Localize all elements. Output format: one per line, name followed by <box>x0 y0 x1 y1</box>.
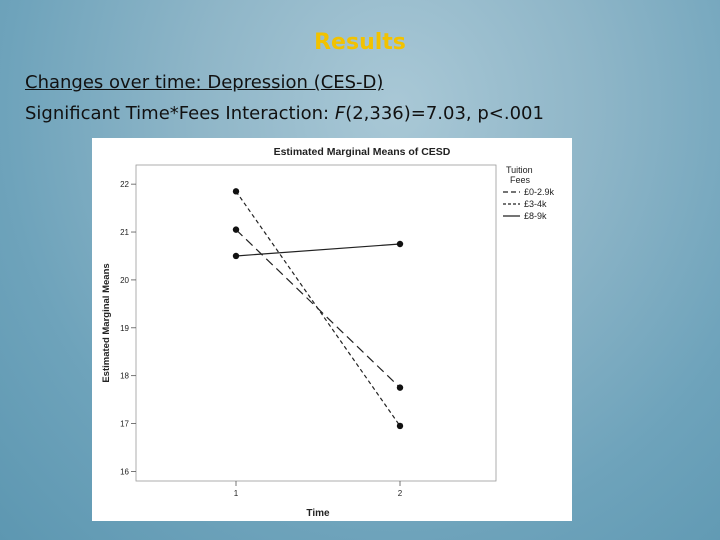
x-tick-label-0: 1 <box>234 489 239 498</box>
legend-title-line-1: Tuition <box>506 165 533 175</box>
chart-title: Estimated Marginal Means of CESD <box>274 146 451 158</box>
y-tick-label-4: 20 <box>120 276 129 285</box>
subtitle-line-2: Significant Time*Fees Interaction: F(2,3… <box>25 103 544 124</box>
axes: 16 17 18 19 20 21 22 1 2 <box>120 164 497 498</box>
legend-title-line-2: Fees <box>510 175 531 185</box>
y-tick-label-6: 22 <box>120 180 129 189</box>
x-tick-label-1: 2 <box>398 489 403 498</box>
legend-label-1: £3-4k <box>524 199 547 209</box>
legend-label-2: £8-9k <box>524 211 547 221</box>
line-chart: Estimated Marginal Means of CESD Estimat… <box>101 146 555 519</box>
data-point-0-1 <box>396 384 404 391</box>
y-tick-label-5: 21 <box>120 228 129 237</box>
series-line-1 <box>235 190 401 427</box>
y-tick-label-1: 17 <box>120 420 129 429</box>
y-axis-label: Estimated Marginal Means <box>101 263 112 382</box>
x-axis-label: Time <box>306 508 330 519</box>
chart-panel: Estimated Marginal Means of CESD Estimat… <box>92 138 572 521</box>
y-tick-label-0: 16 <box>120 467 129 476</box>
data-point-1-0 <box>232 188 240 195</box>
plot-frame <box>135 164 497 482</box>
series-layer <box>232 188 404 430</box>
series-line-2 <box>235 243 401 257</box>
subtitle-line-1: Changes over time: Depression (CES-D) <box>25 72 384 93</box>
data-point-0-0 <box>232 226 240 233</box>
data-point-2-0 <box>232 252 240 260</box>
y-tick-label-3: 19 <box>120 324 129 333</box>
legend-label-0: £0-2.9k <box>524 187 555 197</box>
data-point-1-1 <box>396 422 404 430</box>
y-tick-label-2: 18 <box>120 372 129 381</box>
subtitle-suffix: (2,336)=7.03, p<.001 <box>345 103 544 124</box>
subtitle-prefix: Significant Time*Fees Interaction: <box>25 103 335 124</box>
subtitle-stat: F <box>334 103 346 124</box>
legend: £0-2.9k £3-4k £8-9k <box>503 187 555 221</box>
data-point-2-1 <box>396 240 404 248</box>
slide-title: Results <box>314 30 406 55</box>
